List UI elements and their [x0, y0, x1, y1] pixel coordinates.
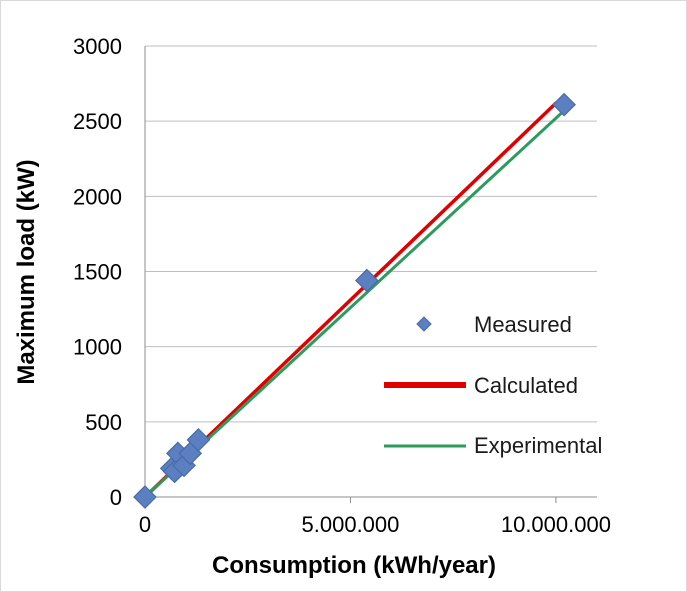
series-lines — [143, 101, 566, 499]
data-point-measured — [552, 92, 576, 117]
legend-label-calculated: Calculated — [474, 373, 578, 398]
y-tick-label: 1500 — [73, 260, 122, 285]
measured-points — [133, 92, 576, 509]
data-point-measured — [186, 428, 211, 452]
data-point-measured — [355, 268, 379, 293]
y-tick-label: 1000 — [73, 335, 122, 360]
legend-marker-measured — [416, 316, 432, 332]
legend-label-experimental: Experimental — [474, 433, 602, 458]
x-tick-label: 10.000.000 — [501, 512, 611, 537]
y-tick-label: 2500 — [73, 109, 122, 134]
x-tick-label: 0 — [139, 512, 151, 537]
legend: Measured Calculated Experimental — [384, 312, 602, 458]
series-line-calculated — [143, 101, 558, 499]
y-tick-label: 500 — [85, 410, 122, 435]
y-tick-labels: 0 500 1000 1500 2000 2500 3000 — [73, 34, 122, 510]
x-axis-title: Consumption (kWh/year) — [212, 552, 496, 579]
legend-label-measured: Measured — [474, 312, 572, 337]
y-tick-label: 0 — [110, 485, 122, 510]
x-tick-labels: 0 5.000.000 10.000.000 — [139, 512, 611, 537]
y-tick-label: 3000 — [73, 34, 122, 59]
y-axis-title: Maximum load (kW) — [13, 159, 40, 384]
x-tick-label: 5.000.000 — [302, 512, 400, 537]
data-point-measured — [133, 485, 157, 509]
y-tick-label: 2000 — [73, 184, 122, 209]
series-line-experimental — [143, 109, 566, 499]
